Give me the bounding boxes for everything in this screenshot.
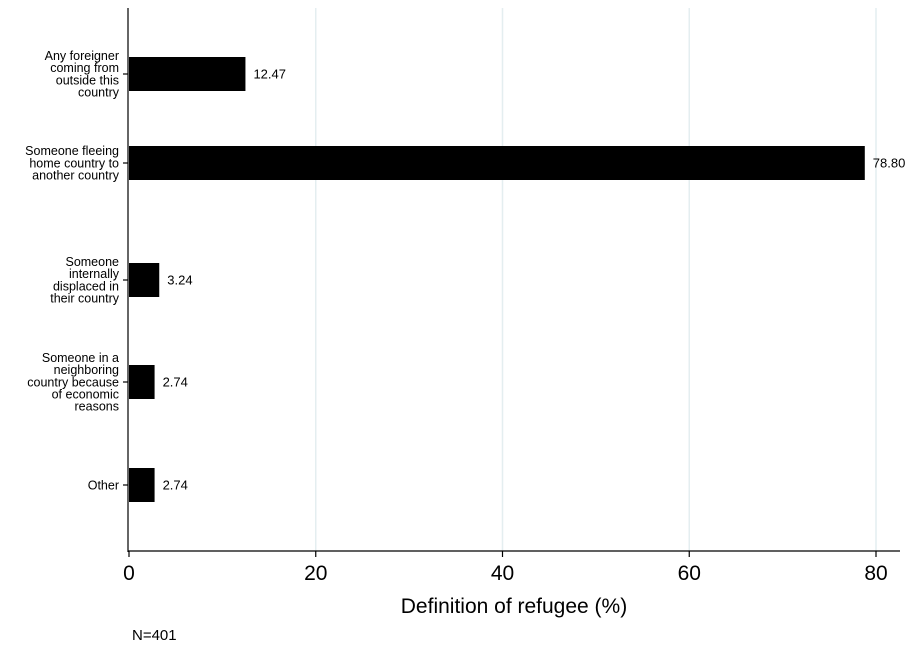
- bars: [129, 57, 865, 502]
- category-label: another country: [32, 169, 120, 183]
- category-label: displaced in: [53, 279, 119, 293]
- category-label: Someone fleeing: [25, 144, 119, 158]
- bar: [129, 57, 246, 91]
- category-label: neighboring: [54, 363, 119, 377]
- sample-size-note: N=401: [132, 627, 177, 644]
- data-label: 2.74: [163, 478, 188, 493]
- category-label: country because: [27, 375, 119, 389]
- data-label: 12.47: [253, 67, 286, 82]
- x-tick-label: 0: [123, 562, 135, 585]
- bar: [129, 365, 155, 399]
- bar: [129, 146, 865, 180]
- data-label: 2.74: [163, 375, 188, 390]
- axes: 0 20 40 60 80: [123, 8, 900, 585]
- category-label: internally: [69, 267, 120, 281]
- bar: [129, 263, 160, 297]
- category-label: reasons: [75, 400, 119, 414]
- gridlines: [315, 8, 877, 551]
- data-label: 3.24: [167, 273, 192, 288]
- category-label: home country to: [29, 156, 119, 170]
- x-tick-label: 80: [864, 562, 887, 585]
- x-tick-label: 40: [491, 562, 514, 585]
- category-label: outside this: [56, 73, 119, 87]
- category-label: their country: [50, 292, 120, 306]
- category-label: Other: [88, 478, 119, 492]
- category-label: Any foreigner: [45, 49, 119, 63]
- data-label: 78.80: [873, 156, 906, 171]
- bar: [129, 468, 155, 502]
- value-labels: 12.47 78.80 3.24 2.74 2.74: [163, 67, 906, 493]
- category-label: Someone: [65, 255, 119, 269]
- x-tick-label: 60: [678, 562, 701, 585]
- category-label: country: [78, 86, 120, 100]
- category-label: of economic: [52, 388, 119, 402]
- category-label: coming from: [50, 61, 119, 75]
- category-label: Someone in a: [42, 351, 119, 365]
- x-axis-title: Definition of refugee (%): [401, 595, 627, 618]
- x-tick-label: 20: [304, 562, 327, 585]
